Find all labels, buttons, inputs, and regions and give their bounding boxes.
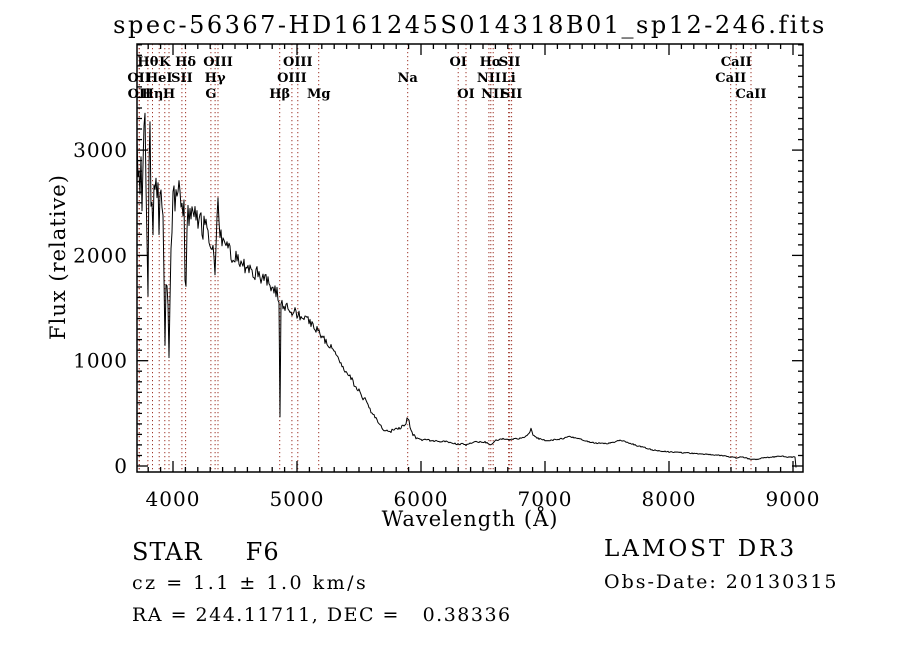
line-label-K-3934: K xyxy=(159,55,171,70)
y-tick-label-0: 0 xyxy=(114,454,128,478)
spectrum-trace xyxy=(136,112,797,468)
line-label-H-3968: H xyxy=(163,87,175,102)
y-tick-label-3000: 3000 xyxy=(73,138,128,162)
line-label-G-4306: G xyxy=(205,87,216,102)
x-tick-label-4000: 4000 xyxy=(146,487,201,511)
x-tick-label-6000: 6000 xyxy=(394,487,449,511)
survey-name-text: LAMOST DR3 xyxy=(604,536,798,562)
x-tick-label-5000: 5000 xyxy=(270,487,325,511)
line-label-Li-6707: Li xyxy=(502,71,516,86)
line-label-CaII-8662: CaII xyxy=(736,87,767,102)
line-label-Mg-5175: Mg xyxy=(307,87,330,102)
line-label-OIII-4363: OIII xyxy=(203,55,233,70)
object-class-text: STAR F6 xyxy=(132,538,280,566)
line-label-Hδ-4102: Hδ xyxy=(175,55,196,70)
line-label-CaII-8498: CaII xyxy=(715,71,746,86)
line-label-Hη-3835: Hη xyxy=(142,87,164,102)
line-label-HeI-3889: HeI xyxy=(146,71,173,86)
line-label-OII-3729: OII xyxy=(128,87,152,102)
line-label-OIII-4959: OIII xyxy=(277,71,307,86)
x-axis-title: Wavelength (Å) xyxy=(381,507,559,531)
line-label-SII-6731: SII xyxy=(501,87,523,102)
line-label-OIII-5007: OIII xyxy=(283,55,313,70)
line-label-SII-6716: SII xyxy=(499,55,521,70)
line-label-CaII-8542: CaII xyxy=(721,55,752,70)
x-tick-label-7000: 7000 xyxy=(518,487,573,511)
line-label-Hα-6563: Hα xyxy=(480,55,502,70)
line-label-Na-5893: Na xyxy=(398,71,419,86)
cz-velocity-text: cz = 1.1 ± 1.0 km/s xyxy=(132,572,369,594)
line-label-OI-6363: OI xyxy=(457,87,474,102)
y-tick-label-2000: 2000 xyxy=(73,243,128,267)
y-tick-label-1000: 1000 xyxy=(73,349,128,373)
line-label-NII-6548: NII xyxy=(477,71,501,86)
line-label-OII-3727: OII xyxy=(127,71,151,86)
line-label-OI-6300: OI xyxy=(449,55,466,70)
line-label-Hγ-4340: Hγ xyxy=(205,71,226,86)
x-tick-label-8000: 8000 xyxy=(642,487,697,511)
y-axis-title: Flux (relative) xyxy=(46,174,70,340)
obs-date-text: Obs-Date: 20130315 xyxy=(604,571,839,593)
line-label-NII-6583: NII xyxy=(481,87,505,102)
plot-title: spec-56367-HD161245S014318B01_sp12-246.f… xyxy=(113,11,827,39)
line-label-SII-4072: SII xyxy=(171,71,193,86)
ra-dec-text: RA = 244.11711, DEC = 0.38336 xyxy=(132,604,512,626)
line-label-Hθ-3798: Hθ xyxy=(137,55,158,70)
line-label-Hβ-4861: Hβ xyxy=(269,87,290,102)
x-tick-label-9000: 9000 xyxy=(766,487,821,511)
